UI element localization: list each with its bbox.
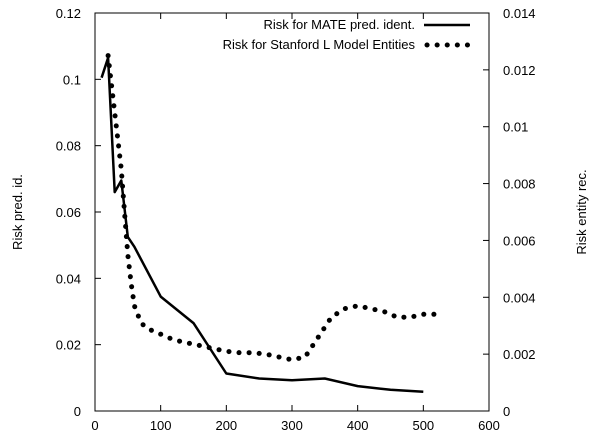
x-tick-label: 600 <box>478 418 500 433</box>
y2-tick-label: 0.012 <box>503 63 536 78</box>
series-group <box>100 53 439 394</box>
series-line-stanford-entities <box>105 53 439 363</box>
x-tick-label: 0 <box>91 418 98 433</box>
y-axis-left-title: Risk pred. id. <box>10 174 25 250</box>
x-tick-label: 300 <box>281 418 303 433</box>
y-tick-label: 0.08 <box>56 139 81 154</box>
y2-tick-label: 0.006 <box>503 233 536 248</box>
legend: Risk for MATE pred. ident. Risk for Stanf… <box>223 17 473 52</box>
y-tick-label: 0.06 <box>56 205 81 220</box>
plot-frame <box>94 12 490 412</box>
y-axis-right-title: Risk entity rec. <box>574 169 589 254</box>
legend-label: Risk for Stanford L Model Entities <box>223 37 416 52</box>
x-axis-ticks: 0 100 200 300 400 500 600 <box>91 13 500 433</box>
x-tick-label: 400 <box>347 418 369 433</box>
plot-area-border <box>94 12 490 412</box>
y-axis-right-ticks: 0 0.002 0.004 0.006 0.008 0.01 0.012 0.014 <box>483 6 536 419</box>
y2-tick-label: 0.008 <box>503 177 536 192</box>
y-tick-label: 0.12 <box>56 6 81 21</box>
y2-tick-label: 0 <box>503 404 510 419</box>
x-tick-label: 100 <box>150 418 172 433</box>
y-axis-left-ticks: 0 0.02 0.04 0.06 0.08 0.1 0.12 <box>56 6 101 419</box>
y2-tick-label: 0.01 <box>503 120 528 135</box>
y-tick-label: 0 <box>74 404 81 419</box>
y2-tick-label: 0.002 <box>503 347 536 362</box>
y2-tick-label: 0.014 <box>503 6 536 21</box>
y-tick-label: 0.1 <box>63 72 81 87</box>
y-tick-label: 0.02 <box>56 338 81 353</box>
legend-label: Risk for MATE pred. ident. <box>264 17 415 32</box>
y-tick-label: 0.04 <box>56 271 81 286</box>
x-tick-label: 500 <box>412 418 434 433</box>
y2-tick-label: 0.004 <box>503 290 536 305</box>
series-line-mate-pred-ident <box>100 56 424 394</box>
x-tick-label: 200 <box>215 418 237 433</box>
